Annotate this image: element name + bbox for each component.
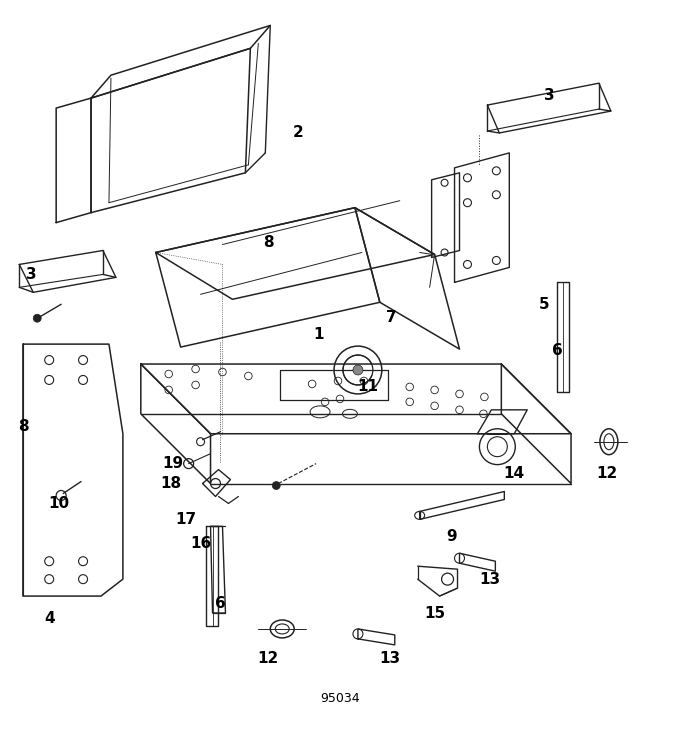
Text: 3: 3 [26, 267, 37, 282]
Text: 14: 14 [504, 466, 525, 481]
Text: 4: 4 [44, 611, 54, 626]
Text: 1: 1 [313, 326, 323, 341]
Text: 6: 6 [215, 596, 226, 611]
Text: 16: 16 [190, 536, 211, 551]
Text: 6: 6 [551, 343, 562, 358]
Text: 9: 9 [446, 529, 457, 544]
Text: 12: 12 [258, 651, 279, 666]
Text: 8: 8 [263, 235, 273, 250]
Circle shape [272, 482, 280, 490]
Text: 13: 13 [479, 571, 500, 587]
Text: 12: 12 [596, 466, 617, 481]
Text: 11: 11 [358, 379, 378, 395]
Text: 2: 2 [293, 125, 303, 140]
Circle shape [353, 365, 363, 375]
Text: 17: 17 [175, 512, 197, 527]
Circle shape [33, 314, 41, 322]
Text: 8: 8 [18, 419, 29, 434]
Text: 15: 15 [424, 605, 445, 620]
Text: 13: 13 [379, 651, 401, 666]
Text: 18: 18 [160, 476, 182, 491]
Text: 3: 3 [544, 88, 554, 102]
Text: 10: 10 [48, 496, 70, 511]
Text: 5: 5 [539, 297, 549, 312]
Text: 19: 19 [162, 456, 183, 471]
Text: 95034: 95034 [320, 692, 360, 705]
Text: 7: 7 [386, 309, 397, 325]
